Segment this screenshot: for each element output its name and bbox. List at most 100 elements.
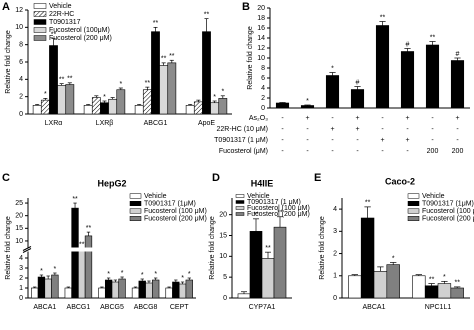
bar: [104, 279, 113, 299]
legend-swatch: [407, 216, 420, 221]
bar: [273, 226, 287, 299]
treatment-mark: +: [305, 115, 309, 122]
treatment-mark: -: [331, 115, 334, 122]
legend-swatch: [33, 11, 47, 17]
x-tick-label: LXRβ: [96, 120, 114, 127]
x-tick-label: ABCG1: [144, 120, 168, 127]
bar: [65, 84, 75, 115]
bar: [32, 105, 42, 115]
treatment-mark: -: [306, 126, 309, 133]
treatment-mark: -: [356, 137, 359, 144]
treatment-mark: -: [281, 137, 284, 144]
significance: *: [306, 98, 309, 105]
bar: [57, 85, 67, 115]
bar: [91, 97, 101, 115]
bar: [64, 287, 72, 299]
treatment-mark: +: [380, 137, 384, 144]
treatment-mark: +: [355, 126, 359, 133]
legend-label: Vehicle: [49, 3, 72, 10]
legend-swatch: [129, 216, 142, 221]
y-tick-label: 14: [257, 35, 265, 42]
bar: [450, 287, 464, 299]
significance: **: [67, 76, 73, 83]
y-tick-label: 12: [15, 7, 23, 14]
treatment-mark: +: [355, 115, 359, 122]
treatment-mark: -: [331, 137, 334, 144]
treatment-mark: -: [281, 115, 284, 122]
significance: **: [277, 210, 283, 217]
panel-letter: E: [314, 172, 321, 184]
y-tick-label: 10: [15, 238, 23, 245]
x-tick-label: ABCG5: [100, 304, 124, 311]
legend-swatch: [33, 27, 47, 33]
legend-swatch: [235, 212, 245, 216]
legend-label: Fucosterol (100 μM): [247, 205, 310, 212]
significance: #: [456, 51, 460, 58]
significance: **: [454, 280, 460, 287]
y-tick-label: 2: [19, 275, 23, 282]
significance: *: [54, 266, 57, 273]
significance: **: [253, 212, 259, 219]
y-axis-label: Relative fold change: [247, 26, 254, 90]
bar: [118, 278, 126, 299]
y-tick-label: 16: [257, 25, 265, 32]
bar: [138, 280, 146, 299]
legend-label: T0901317: [49, 19, 81, 26]
legend-swatch: [129, 193, 142, 199]
treatment-mark: 200: [452, 148, 464, 155]
bar: [100, 102, 109, 115]
treatment-mark: -: [431, 126, 434, 133]
legend-swatch: [235, 206, 245, 210]
bar: [83, 105, 93, 115]
bar: [325, 75, 340, 109]
bar: [218, 98, 228, 115]
treatment-mark: -: [406, 126, 409, 133]
legend-swatch: [235, 194, 245, 198]
y-tick-label: 4: [19, 76, 23, 83]
y-tick-label: 2: [261, 95, 265, 102]
bar: [375, 25, 390, 109]
treatment-mark: -: [306, 137, 309, 144]
treatment-mark: -: [456, 137, 459, 144]
bar: [424, 285, 439, 299]
bar: [237, 293, 251, 299]
y-tick-label: 0: [19, 111, 23, 118]
bar: [249, 231, 263, 299]
bar: [51, 274, 59, 299]
y-tick-label: 20: [257, 5, 265, 12]
significance: **: [86, 225, 92, 232]
significance: *: [141, 272, 144, 279]
legend-label: Vehicle: [422, 193, 445, 200]
treatment-mark: -: [331, 148, 334, 155]
treatment-mark: -: [406, 148, 409, 155]
y-tick-label: 0: [19, 295, 23, 302]
significance: **: [72, 196, 78, 203]
y-tick-label: 4: [19, 255, 23, 262]
significance: **: [161, 56, 167, 63]
panel-letter: B: [242, 1, 250, 13]
y-tick-label: 10: [15, 24, 23, 31]
legend-swatch: [129, 208, 142, 214]
y-tick-label: 6: [19, 59, 23, 66]
legend-swatch: [407, 193, 420, 199]
y-tick-label: 1: [333, 273, 337, 280]
significance: **: [429, 276, 435, 283]
bar: [98, 287, 106, 299]
bar: [425, 44, 440, 109]
y-tick-label: 25: [15, 200, 23, 207]
legend-label: Fucosterol (200 μM): [49, 35, 112, 42]
bar: [185, 105, 195, 115]
treatment-mark: -: [381, 148, 384, 155]
y-axis-label: Relative fold change: [5, 216, 12, 280]
y-tick-label: 8: [19, 42, 23, 49]
bar: [134, 105, 144, 115]
y-tick-label: 15: [15, 225, 23, 232]
legend-label: Fucosterol (200 μM): [144, 215, 207, 222]
x-tick-label: CEPT: [170, 304, 189, 311]
bar: [373, 271, 388, 299]
y-tick-label: 18: [257, 15, 265, 22]
x-tick-label: ABCA1: [33, 304, 56, 311]
bar: [116, 89, 126, 115]
legend-label: Fucosterol (100 μM): [144, 208, 207, 215]
